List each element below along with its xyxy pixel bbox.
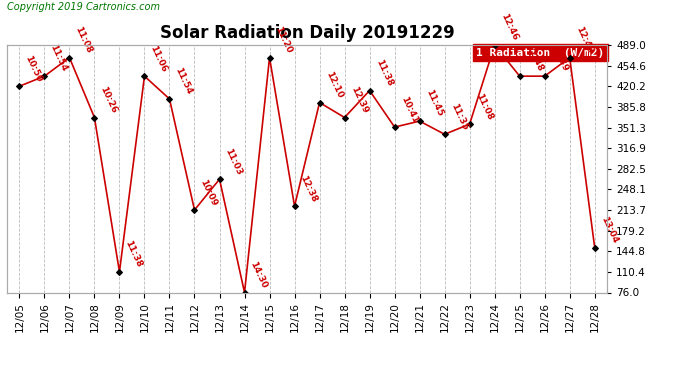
Text: 12:39: 12:39	[348, 85, 369, 115]
Point	[89, 114, 100, 120]
Text: 11:35: 11:35	[448, 102, 469, 132]
Text: 11:38: 11:38	[124, 239, 144, 269]
Title: Solar Radiation Daily 20191229: Solar Radiation Daily 20191229	[159, 24, 455, 42]
Point	[364, 87, 375, 93]
Point	[39, 73, 50, 79]
Text: 11:03: 11:03	[224, 147, 244, 177]
Text: 11:08: 11:08	[474, 92, 494, 122]
Point	[64, 55, 75, 61]
Point	[264, 55, 275, 61]
Text: 1 Radiation  (W/m2): 1 Radiation (W/m2)	[476, 48, 604, 58]
Point	[139, 73, 150, 79]
Text: 14:30: 14:30	[248, 260, 269, 290]
Text: Copyright 2019 Cartronics.com: Copyright 2019 Cartronics.com	[7, 2, 160, 12]
Text: 11:06: 11:06	[148, 44, 169, 74]
Text: 10:50: 10:50	[23, 54, 43, 84]
Text: 10:26: 10:26	[99, 85, 119, 115]
Text: 12:46: 12:46	[574, 25, 594, 55]
Point	[589, 244, 600, 250]
Text: 12:46: 12:46	[499, 12, 519, 42]
Text: 11:54: 11:54	[174, 66, 194, 96]
Text: 10:09: 10:09	[199, 178, 219, 207]
Point	[189, 207, 200, 213]
Point	[564, 55, 575, 61]
Text: 11:38: 11:38	[374, 58, 394, 88]
Point	[539, 73, 550, 79]
Point	[239, 290, 250, 296]
Point	[339, 114, 350, 120]
Point	[414, 118, 425, 124]
Point	[289, 203, 300, 209]
Text: 13:04: 13:04	[599, 215, 619, 245]
Point	[114, 269, 125, 275]
Point	[164, 96, 175, 102]
Point	[214, 176, 225, 182]
Text: 12:38: 12:38	[299, 174, 319, 203]
Text: 11:54: 11:54	[48, 44, 69, 74]
Text: 10:41: 10:41	[399, 94, 419, 124]
Text: 11:45: 11:45	[424, 88, 444, 118]
Point	[314, 99, 325, 105]
Text: 11:48: 11:48	[524, 44, 544, 74]
Point	[514, 73, 525, 79]
Text: 11:08: 11:08	[74, 25, 94, 55]
Text: 12:39: 12:39	[549, 44, 569, 74]
Point	[439, 131, 450, 137]
Point	[464, 121, 475, 127]
Point	[14, 83, 25, 89]
Text: 12:10: 12:10	[324, 70, 344, 100]
Point	[389, 124, 400, 130]
Point	[489, 42, 500, 48]
Text: 11:20: 11:20	[274, 25, 294, 55]
